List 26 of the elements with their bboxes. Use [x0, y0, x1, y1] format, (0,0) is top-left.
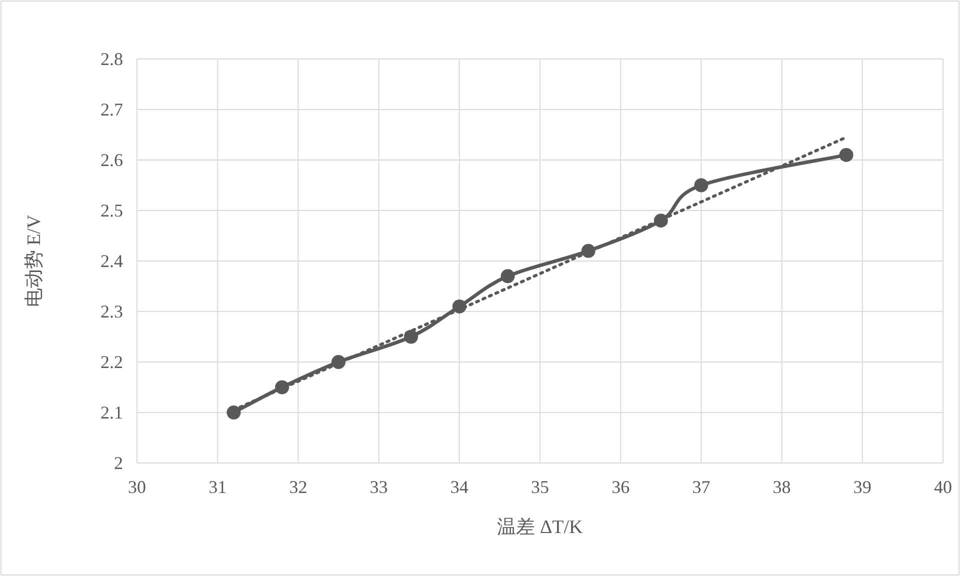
y-tick-label: 2.8 [100, 49, 123, 69]
y-tick-label: 2 [114, 453, 123, 473]
x-tick-label: 37 [692, 477, 710, 497]
y-tick-label: 2.6 [100, 150, 123, 170]
y-tick-label: 2.3 [100, 302, 123, 322]
x-tick-label: 33 [370, 477, 388, 497]
point [839, 148, 854, 162]
x-tick-label: 38 [772, 477, 791, 497]
x-tick-label: 39 [853, 477, 872, 497]
x-tick-label: 34 [450, 477, 468, 497]
x-tick-label: 40 [934, 477, 952, 497]
y-tick-label: 2.7 [100, 100, 123, 120]
y-tick-label: 2.1 [100, 402, 123, 422]
x-axis-title: 温差 ΔT/K [497, 517, 584, 538]
point [694, 178, 708, 192]
x-tick-label: 31 [208, 477, 227, 497]
y-tick-label: 2.2 [100, 352, 123, 372]
y-tick-label: 2.4 [100, 251, 123, 271]
x-tick-label: 32 [289, 477, 308, 497]
y-tick-label: 2.5 [100, 200, 123, 220]
y-axis-title: 电动势 E/V [24, 214, 45, 308]
x-tick-label: 35 [531, 477, 549, 497]
x-tick-label: 36 [612, 477, 630, 497]
point [500, 269, 515, 284]
x-tick-label: 30 [128, 477, 146, 497]
point [226, 406, 241, 420]
